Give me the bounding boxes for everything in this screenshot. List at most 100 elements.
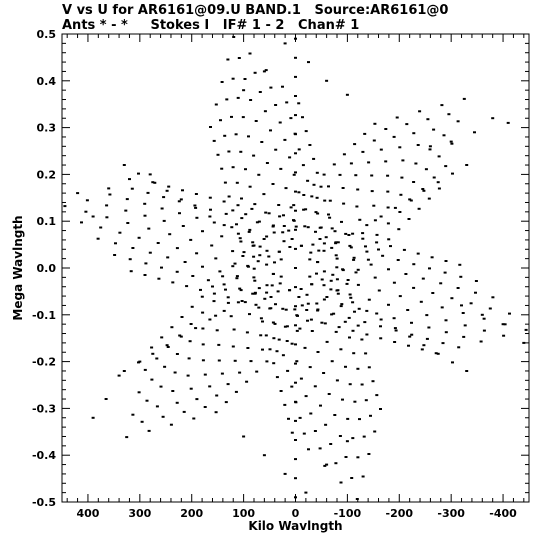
uv-point xyxy=(318,447,322,450)
uv-point xyxy=(375,233,379,236)
x-tick-label: 400 xyxy=(76,507,99,520)
y-axis-label: Mega Wavlngth xyxy=(11,215,25,320)
y-tick-label: 0.3 xyxy=(37,122,57,135)
uv-point xyxy=(334,254,338,257)
uv-point xyxy=(343,320,347,323)
uv-point xyxy=(361,475,365,478)
uv-point xyxy=(315,171,319,174)
uv-point xyxy=(269,307,273,310)
uv-point xyxy=(252,255,256,258)
uv-point xyxy=(257,220,261,223)
uv-point xyxy=(524,328,528,331)
uv-point xyxy=(118,231,122,234)
uv-point xyxy=(294,439,297,441)
uv-point xyxy=(270,284,274,287)
uv-point xyxy=(342,202,346,205)
uv-point xyxy=(279,258,283,261)
uv-point xyxy=(439,282,443,285)
uv-point xyxy=(201,327,205,330)
uv-point xyxy=(426,118,430,121)
uv-point xyxy=(346,417,350,420)
uv-point xyxy=(131,413,135,416)
uv-point xyxy=(248,313,251,316)
uv-point xyxy=(140,420,144,423)
uv-point xyxy=(217,343,221,346)
uv-point xyxy=(178,334,182,337)
uv-point xyxy=(308,144,312,146)
uv-point xyxy=(387,238,391,241)
uv-point xyxy=(316,309,320,312)
uv-point xyxy=(235,277,239,280)
uv-point xyxy=(244,168,247,171)
uv-point xyxy=(299,288,303,290)
uv-point xyxy=(302,432,306,435)
uv-point xyxy=(362,435,366,438)
uv-point xyxy=(171,281,175,284)
uv-point xyxy=(284,187,288,190)
uv-point xyxy=(105,216,109,219)
uv-point xyxy=(335,289,339,292)
uv-point xyxy=(220,167,224,170)
uv-point xyxy=(310,330,314,332)
uv-point xyxy=(338,173,342,176)
uv-point xyxy=(427,197,431,200)
uv-point xyxy=(288,156,292,159)
uv-point xyxy=(323,322,327,325)
uv-point xyxy=(335,266,339,269)
uv-point xyxy=(235,275,239,278)
uv-point xyxy=(212,300,216,303)
uv-point xyxy=(91,416,95,419)
uv-point xyxy=(297,102,301,105)
uv-point xyxy=(281,307,285,310)
uv-point xyxy=(469,302,473,305)
uv-point xyxy=(151,352,155,355)
uv-point xyxy=(274,148,278,151)
uv-point xyxy=(187,357,191,360)
uv-point xyxy=(330,227,334,230)
uv-point xyxy=(282,225,286,227)
uv-point xyxy=(295,329,299,332)
uv-point xyxy=(333,414,337,416)
uv-point xyxy=(80,221,83,224)
uv-point xyxy=(421,188,425,190)
uv-point xyxy=(363,321,367,324)
uv-point xyxy=(170,326,174,329)
uv-point xyxy=(432,128,436,131)
uv-point xyxy=(365,224,369,227)
uv-point xyxy=(224,212,228,215)
uv-point xyxy=(179,198,183,201)
uv-point xyxy=(160,266,163,269)
uv-point xyxy=(224,288,227,291)
uv-point xyxy=(258,245,262,248)
y-tick-label: -0.2 xyxy=(32,356,56,369)
uv-point xyxy=(130,187,134,190)
uv-point xyxy=(351,437,355,440)
uv-point xyxy=(247,230,251,233)
uv-point xyxy=(148,251,152,254)
uv-point xyxy=(474,280,478,282)
uv-point xyxy=(352,256,356,259)
uv-point xyxy=(272,231,276,234)
uv-point xyxy=(379,148,383,151)
uv-point xyxy=(370,174,374,177)
uv-point xyxy=(386,174,390,177)
uv-point xyxy=(122,164,126,166)
uv-point xyxy=(99,226,103,229)
uv-point xyxy=(447,113,451,116)
uv-point xyxy=(398,211,402,213)
uv-point xyxy=(272,337,276,340)
uv-point xyxy=(322,242,326,245)
uv-point xyxy=(259,317,263,320)
uv-point xyxy=(462,97,466,100)
uv-point xyxy=(424,168,428,171)
uv-point xyxy=(436,181,440,184)
uv-point xyxy=(242,89,246,92)
uv-point xyxy=(168,233,172,236)
uv-point xyxy=(257,306,261,309)
uv-point xyxy=(309,412,313,415)
uv-point xyxy=(336,241,340,244)
uv-point xyxy=(345,282,349,285)
uv-point xyxy=(501,323,505,326)
uv-point xyxy=(180,316,184,318)
y-tick-label: 0.0 xyxy=(37,262,57,275)
